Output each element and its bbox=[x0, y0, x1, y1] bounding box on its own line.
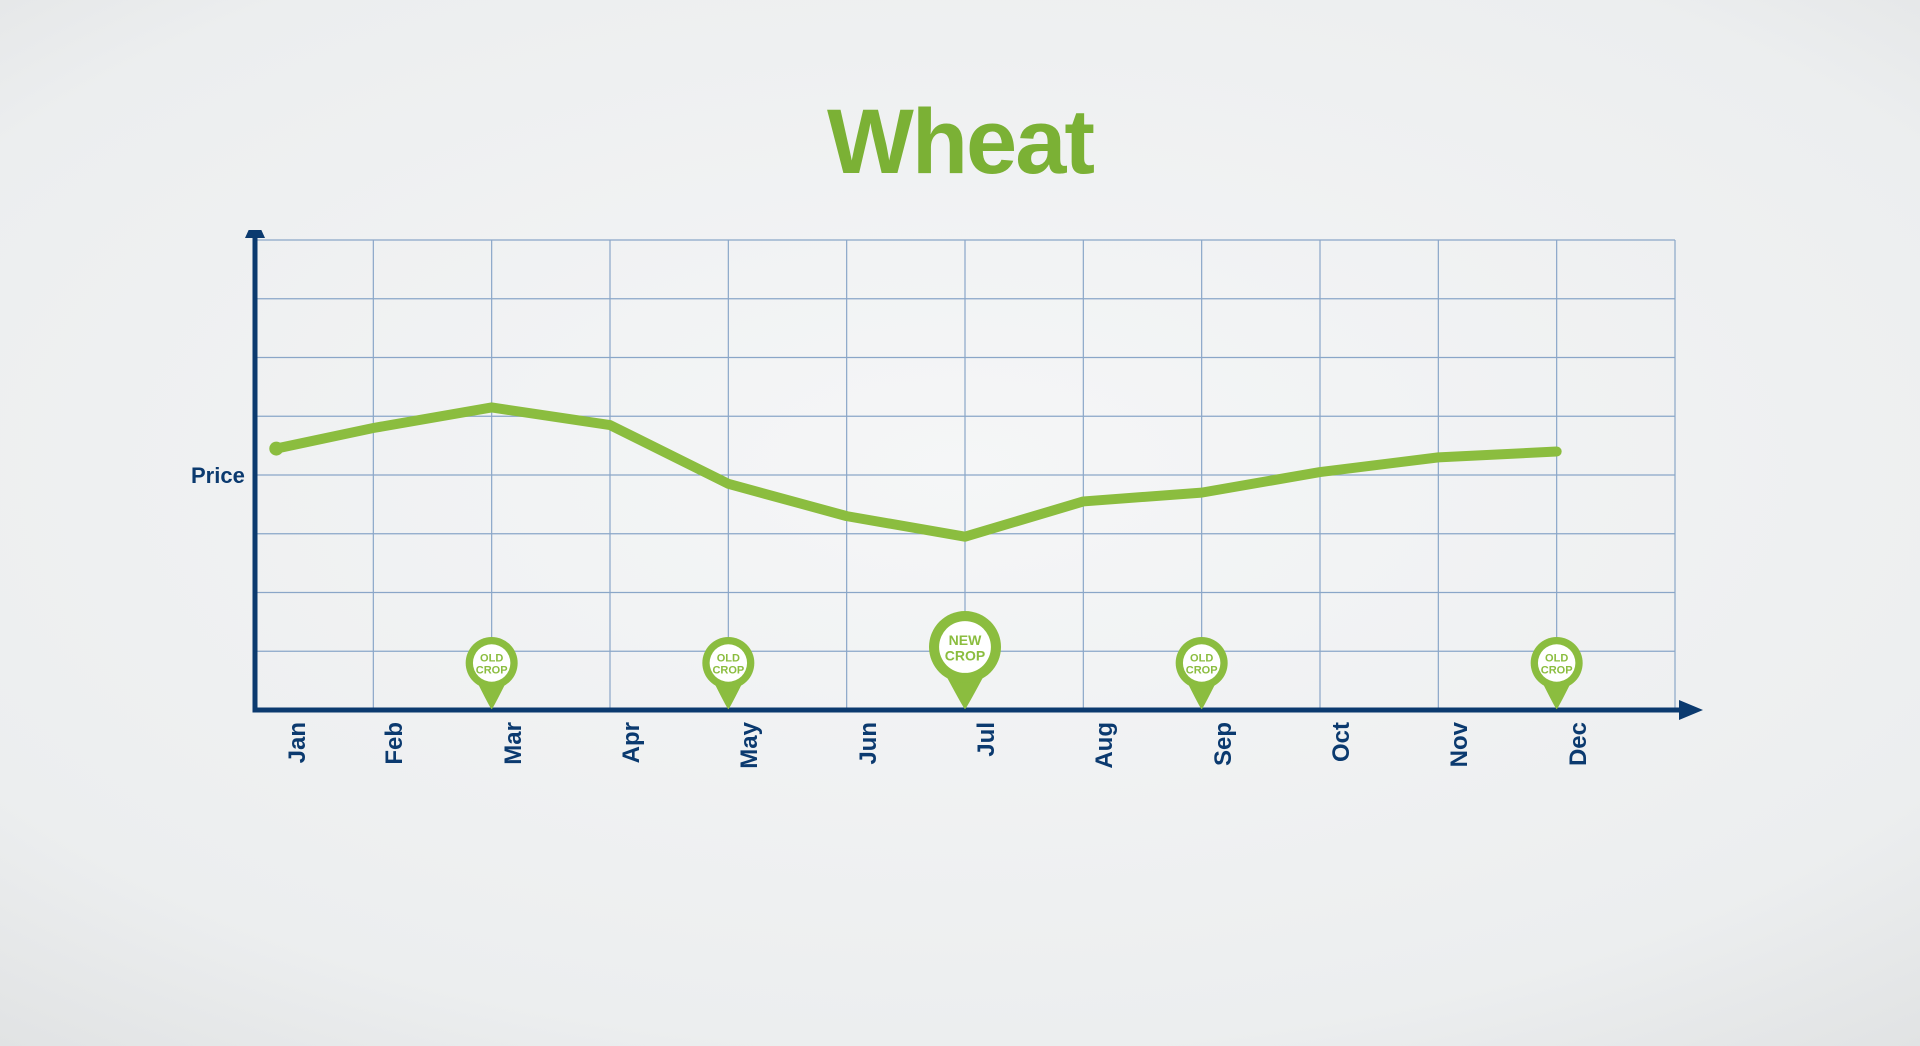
month-label-aug: Aug bbox=[1091, 722, 1119, 782]
svg-text:CROP: CROP bbox=[945, 647, 985, 663]
crop-marker-may: OLDCROP bbox=[702, 637, 754, 709]
stage: Wheat OLDCROPOLDCROPNEWCROPOLDCROPOLDCRO… bbox=[0, 0, 1920, 1046]
crop-marker-jul: NEWCROP bbox=[929, 611, 1001, 709]
month-label-sep: Sep bbox=[1210, 722, 1238, 782]
month-label-nov: Nov bbox=[1446, 722, 1474, 782]
chart-svg: OLDCROPOLDCROPNEWCROPOLDCROPOLDCROP bbox=[200, 230, 1720, 850]
svg-text:OLD: OLD bbox=[717, 652, 740, 664]
svg-text:OLD: OLD bbox=[1545, 652, 1568, 664]
svg-text:CROP: CROP bbox=[476, 664, 508, 676]
svg-text:OLD: OLD bbox=[1190, 652, 1213, 664]
month-label-jun: Jun bbox=[855, 722, 883, 782]
price-line bbox=[276, 407, 1556, 536]
crop-marker-sep: OLDCROP bbox=[1176, 637, 1228, 709]
crop-marker-dec: OLDCROP bbox=[1531, 637, 1583, 709]
y-axis-label: Price bbox=[191, 463, 245, 489]
month-label-oct: Oct bbox=[1328, 722, 1356, 782]
svg-text:CROP: CROP bbox=[1186, 664, 1218, 676]
month-label-apr: Apr bbox=[618, 722, 646, 782]
svg-text:OLD: OLD bbox=[480, 652, 503, 664]
month-label-jan: Jan bbox=[284, 722, 312, 782]
month-label-jul: Jul bbox=[973, 722, 1001, 782]
month-label-dec: Dec bbox=[1565, 722, 1593, 782]
month-label-feb: Feb bbox=[381, 722, 409, 782]
month-label-may: May bbox=[736, 722, 764, 782]
svg-text:CROP: CROP bbox=[1541, 664, 1573, 676]
start-point bbox=[269, 442, 283, 456]
svg-text:CROP: CROP bbox=[712, 664, 744, 676]
chart-title: Wheat bbox=[0, 90, 1920, 195]
svg-text:NEW: NEW bbox=[949, 632, 982, 648]
chart: OLDCROPOLDCROPNEWCROPOLDCROPOLDCROP Pric… bbox=[200, 230, 1720, 850]
crop-marker-mar: OLDCROP bbox=[466, 637, 518, 709]
month-label-mar: Mar bbox=[500, 722, 528, 782]
